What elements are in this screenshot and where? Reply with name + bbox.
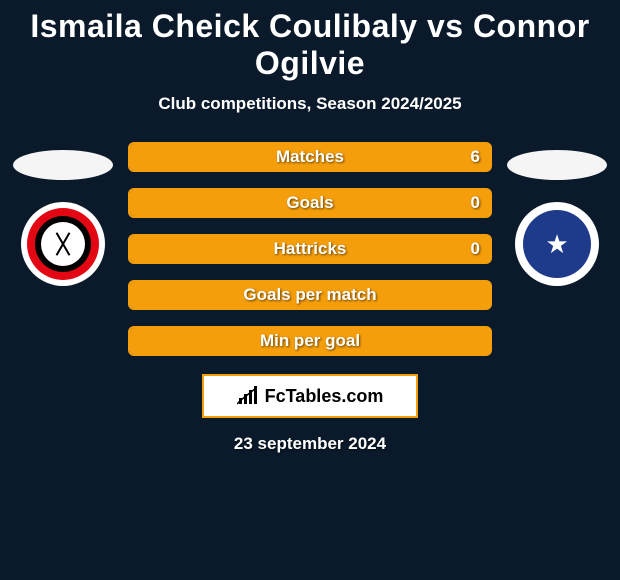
stat-label: Goals [286,193,333,213]
page-title: Ismaila Cheick Coulibaly vs Connor Ogilv… [0,8,620,82]
stat-bar-hattricks: Hattricks 0 [128,234,492,264]
comparison-card: Ismaila Cheick Coulibaly vs Connor Ogilv… [0,0,620,454]
date-text: 23 september 2024 [234,434,386,454]
left-column [8,142,118,286]
stat-bar-goals: Goals 0 [128,188,492,218]
stat-bar-matches: Matches 6 [128,142,492,172]
left-team-crest [21,202,105,286]
stat-value: 0 [471,239,480,259]
right-player-photo [507,150,607,180]
stat-bar-goals-per-match: Goals per match [128,280,492,310]
shield-icon [41,222,85,266]
stat-value: 0 [471,193,480,213]
main-row: Matches 6 Goals 0 Hattricks 0 Goals per … [0,142,620,356]
left-player-photo [13,150,113,180]
stats-column: Matches 6 Goals 0 Hattricks 0 Goals per … [118,142,502,356]
swords-icon [48,229,78,259]
right-column: ★ [502,142,612,286]
logo-text: FcTables.com [265,386,384,407]
right-team-crest: ★ [515,202,599,286]
star-icon: ★ [545,229,568,260]
stat-label: Hattricks [274,239,347,259]
stat-value: 6 [471,147,480,167]
source-logo[interactable]: FcTables.com [202,374,418,418]
stat-label: Goals per match [243,285,376,305]
stat-bar-min-per-goal: Min per goal [128,326,492,356]
subtitle: Club competitions, Season 2024/2025 [158,94,461,114]
stat-label: Min per goal [260,331,360,351]
stat-label: Matches [276,147,344,167]
shield-icon: ★ [523,210,591,278]
chart-icon [237,386,261,406]
